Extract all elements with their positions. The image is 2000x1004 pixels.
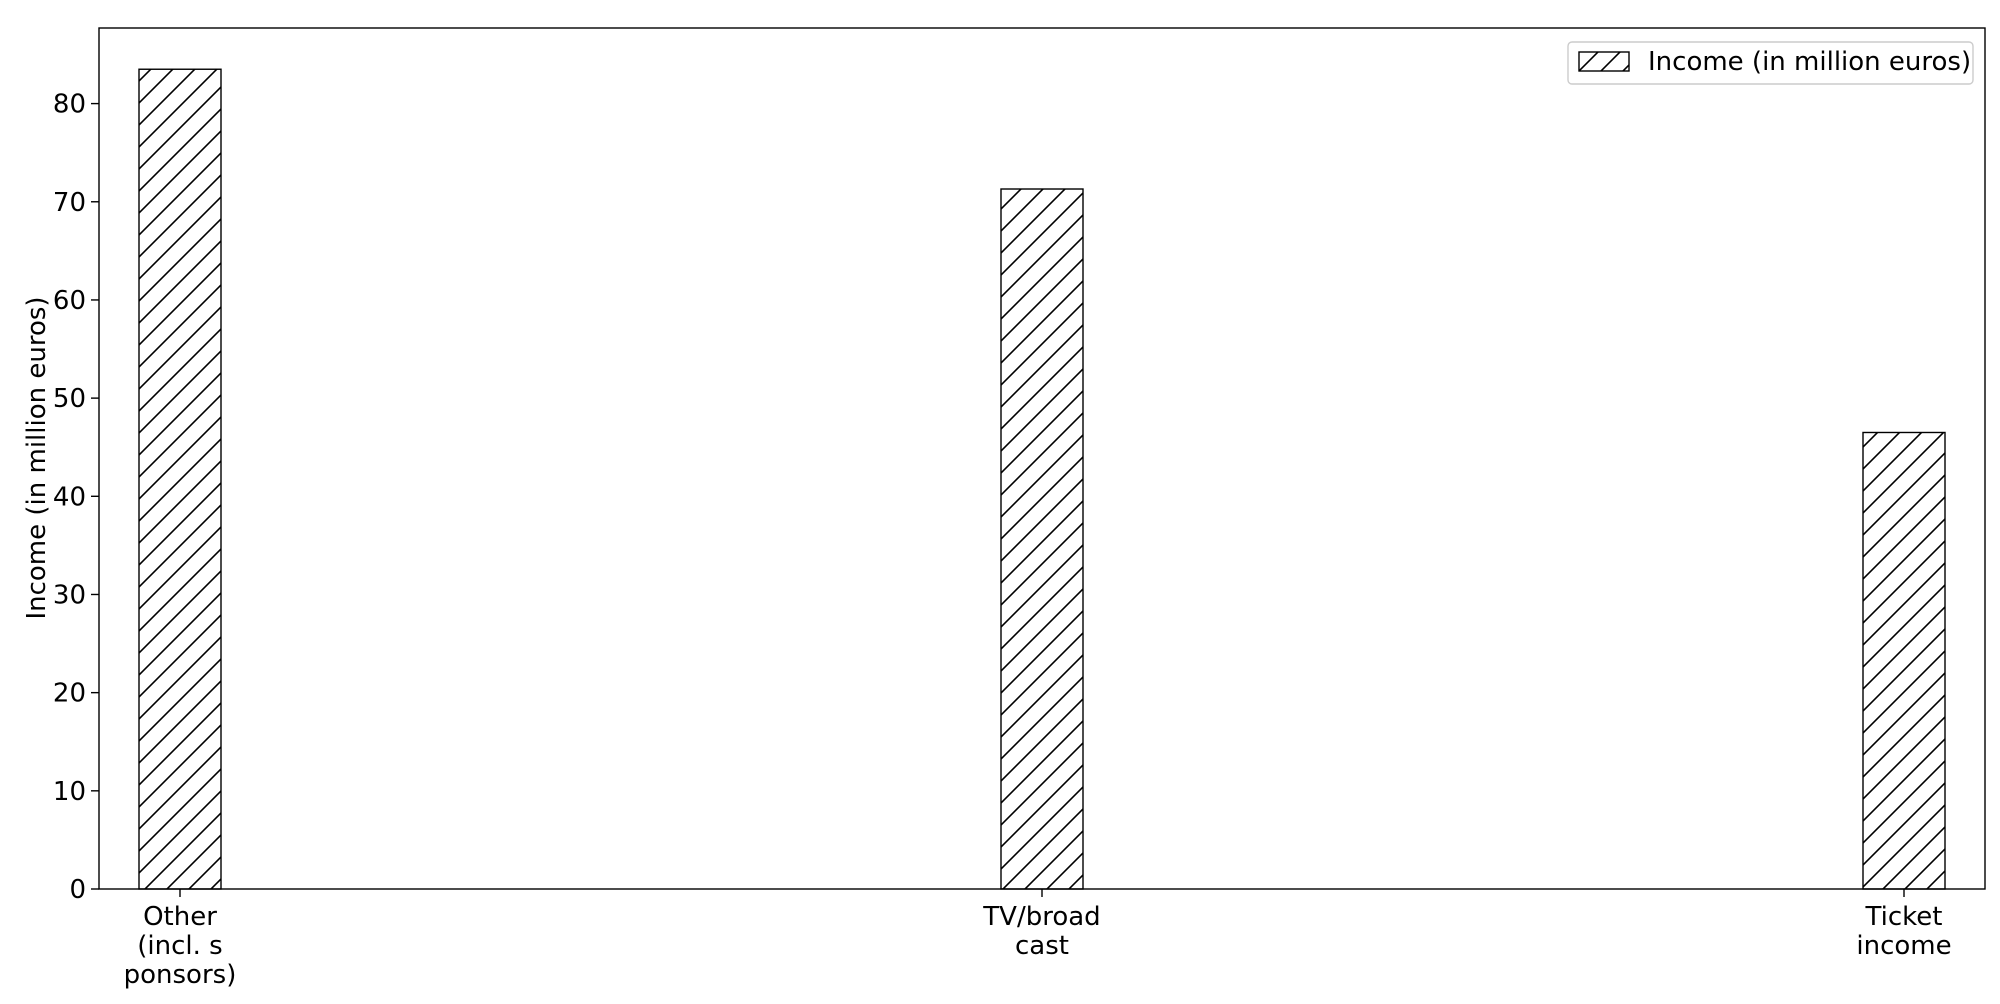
legend: Income (in million euros): [1567, 41, 1974, 85]
y-tick-label: 50: [53, 384, 86, 414]
x-tick-label-line: Other: [143, 902, 217, 932]
plot-frame: [98, 27, 1986, 890]
y-tick-label: 70: [53, 188, 86, 218]
y-tick-label: 40: [53, 482, 86, 512]
x-tick-label-line: Ticket: [1865, 902, 1943, 932]
x-tick-label-line: ponsors): [124, 960, 237, 990]
y-tick-label: 10: [53, 777, 86, 807]
y-tick-label: 60: [53, 286, 86, 316]
x-tick-label-line: cast: [1015, 931, 1069, 961]
y-tick-label: 0: [69, 875, 86, 905]
x-axis: Other (incl. s ponsors) TV/broad cast Ticket i…: [124, 889, 1952, 990]
x-tick-label: Ticket income: [1856, 902, 1951, 961]
legend-label: Income (in million euros): [1648, 47, 1971, 77]
y-axis: 0 10 20 30 40 50 60 70 80: [53, 90, 99, 905]
bar: [138, 68, 222, 890]
x-tick-label: Other (incl. s ponsors): [124, 902, 237, 990]
bar: [1862, 431, 1946, 890]
bars-layer: [138, 68, 1946, 890]
bar: [1000, 188, 1084, 890]
x-tick-label-line: income: [1856, 931, 1951, 961]
legend-swatch: [1578, 51, 1630, 72]
y-tick-label: 20: [53, 679, 86, 709]
y-tick-label: 80: [53, 90, 86, 120]
x-tick-label: TV/broad cast: [982, 902, 1100, 961]
y-tick-label: 30: [53, 580, 86, 610]
legend-frame: [1567, 41, 1974, 85]
y-axis-label: Income (in million euros): [22, 296, 52, 619]
x-tick-label-line: TV/broad: [982, 902, 1100, 932]
x-tick-label-line: (incl. s: [137, 931, 222, 961]
